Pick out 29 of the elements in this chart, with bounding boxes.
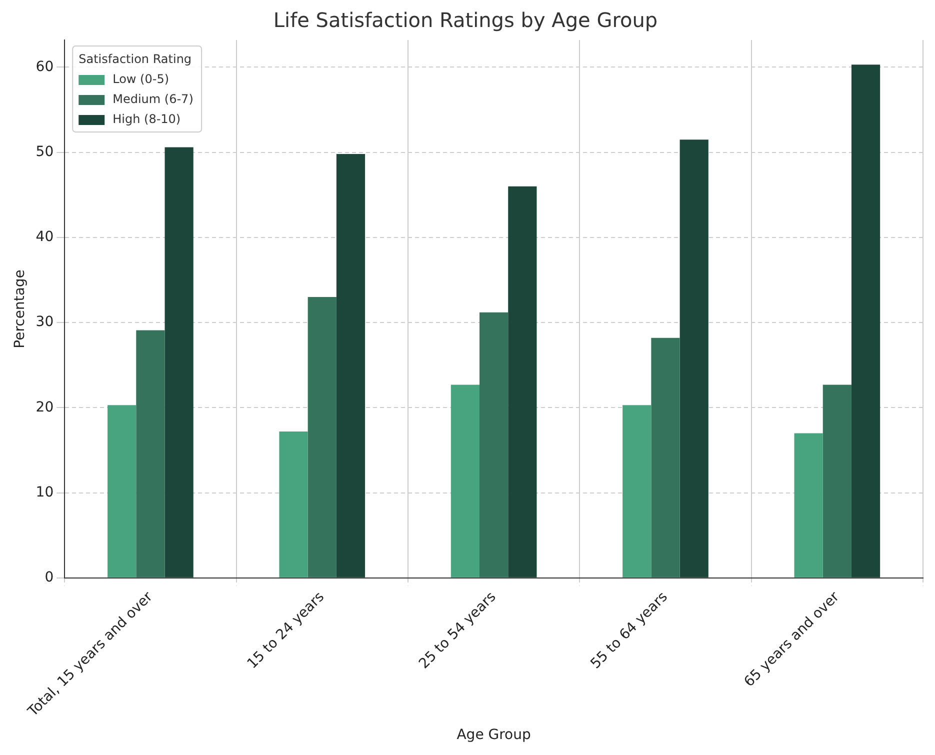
y-tick-label: 10 — [36, 484, 54, 500]
legend-label: Medium (6-7) — [112, 92, 194, 106]
y-tick-label: 50 — [36, 144, 54, 160]
bar — [108, 405, 136, 578]
bar — [508, 186, 537, 578]
y-tick-label: 30 — [36, 314, 54, 330]
bar — [136, 330, 165, 578]
y-tick-label: 60 — [36, 58, 54, 75]
bar — [851, 64, 880, 578]
legend-label: High (8-10) — [112, 112, 181, 126]
bar — [680, 140, 708, 578]
bar — [279, 432, 308, 578]
y-tick-label: 40 — [36, 229, 54, 246]
x-axis-title: Age Group — [456, 727, 531, 744]
y-tick-label: 0 — [44, 570, 54, 586]
bar — [794, 433, 823, 578]
bar — [450, 384, 480, 578]
chart-title: Life Satisfaction Ratings by Age Group — [273, 8, 658, 32]
bar — [308, 297, 336, 578]
bar — [480, 312, 508, 578]
y-tick-label: 20 — [36, 399, 54, 416]
bar — [651, 338, 680, 578]
legend-title: Satisfaction Rating — [78, 52, 192, 66]
bar — [822, 384, 852, 578]
bar — [336, 154, 366, 578]
y-axis-title: Percentage — [12, 270, 28, 348]
bar — [164, 147, 194, 578]
legend-label: Low (0-5) — [112, 72, 170, 86]
bar — [622, 405, 652, 578]
